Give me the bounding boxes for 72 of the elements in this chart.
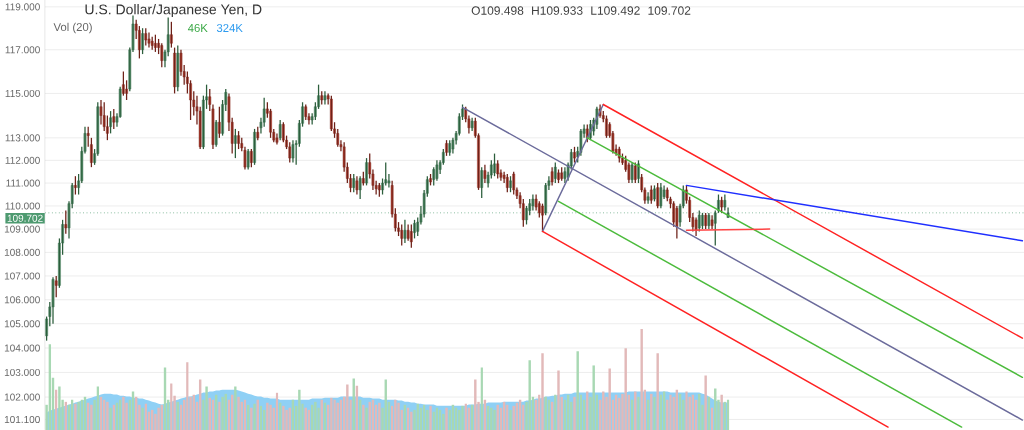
annotation: 109.702: [648, 6, 691, 15]
bar: [253, 403, 256, 430]
bar: [640, 329, 643, 430]
candlestick: [553, 161, 557, 184]
y-tick-label: 111.000: [6, 179, 40, 187]
bar: [592, 365, 595, 430]
bar: [509, 409, 512, 430]
annotation: 46K: [187, 24, 208, 33]
bar: [624, 348, 627, 430]
bar: [442, 413, 445, 430]
annotation: O109.498: [471, 6, 524, 15]
annotation: L109.492: [591, 6, 640, 15]
y-tick-label: 104.000: [4, 344, 40, 352]
candlestick: [214, 119, 218, 148]
bar: [493, 409, 496, 430]
candlestick: [633, 161, 637, 184]
candlestick: [649, 184, 653, 205]
y-tick-label: 106.000: [4, 296, 40, 304]
y-tick-label: 112.000: [5, 156, 40, 164]
y-tick-label: 113.000: [5, 134, 40, 142]
bar: [528, 360, 531, 430]
chart-title: Vol (20): [53, 22, 92, 34]
bar: [282, 405, 285, 430]
bar: [314, 401, 317, 430]
bar: [541, 353, 544, 430]
y-tick-label: 117.000: [5, 46, 40, 54]
bar: [512, 405, 515, 430]
bar: [458, 409, 461, 430]
annotation: H109.933: [532, 6, 583, 15]
bar: [394, 399, 397, 430]
y-tick-label: 108.000: [4, 248, 40, 256]
y-tick-label: 109.000: [4, 225, 40, 233]
candlestick: [54, 275, 58, 298]
y-tick-label: 101.100: [4, 415, 40, 424]
candlestick: [278, 119, 282, 141]
bar: [496, 404, 499, 430]
bar: [688, 396, 691, 430]
y-tick-label: 102.000: [4, 393, 40, 401]
bar: [426, 409, 429, 430]
y-tick-label: 107.000: [4, 272, 40, 280]
bar: [429, 405, 432, 430]
candlestick: [429, 173, 432, 187]
candlestick: [246, 148, 250, 171]
bar: [346, 384, 349, 430]
candlestick: [512, 171, 516, 196]
chart-title: U.S. Dollar/Japanese Yen, D: [85, 4, 262, 18]
bar: [634, 391, 637, 430]
candlestick: [160, 42, 164, 68]
annotation: 324K: [216, 24, 243, 33]
bar: [397, 402, 400, 430]
candlestick: [64, 209, 68, 235]
y-tick-label: 105.000: [4, 320, 40, 328]
y-tick-label: 103.000: [4, 368, 40, 376]
bar: [576, 351, 579, 430]
bar: [474, 379, 477, 430]
bar: [205, 386, 208, 430]
bar: [298, 389, 301, 430]
bar: [490, 407, 493, 430]
bar: [557, 370, 560, 430]
bar: [573, 396, 576, 430]
y-tick-label: 115.000: [5, 89, 40, 97]
ref-line-label: 109.702: [7, 214, 43, 222]
bar: [378, 402, 381, 430]
candlestick: [496, 159, 500, 180]
y-tick-label: 119.000: [5, 3, 40, 11]
y-tick-label: 110.000: [5, 202, 40, 210]
bar: [608, 368, 611, 430]
bar: [237, 396, 240, 430]
candlestick: [176, 44, 180, 92]
bar: [704, 375, 707, 430]
bar: [656, 353, 659, 430]
bar: [544, 396, 547, 430]
